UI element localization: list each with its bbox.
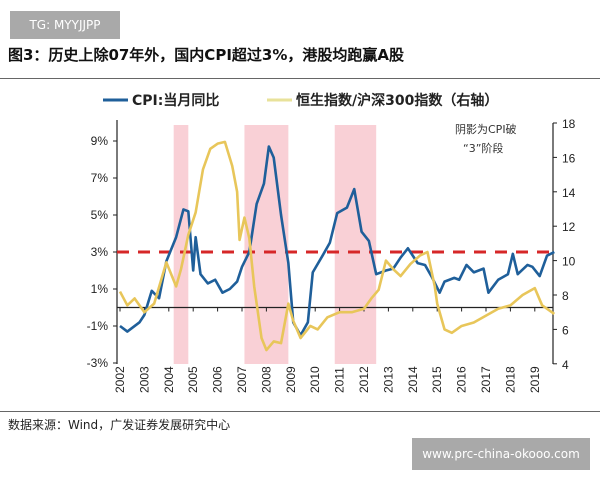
left-tick-label: -3% — [87, 356, 109, 370]
x-tick-label: 2002 — [113, 366, 127, 393]
x-tick-label: 2008 — [259, 366, 273, 393]
watermark-top: TG: MYYJJPP — [10, 11, 120, 39]
right-tick-label: 4 — [562, 358, 569, 372]
x-tick-label: 2007 — [235, 366, 249, 393]
x-tick-label: 2013 — [381, 366, 395, 393]
legend-label-ratio: 恒生指数/沪深300指数（右轴） — [296, 92, 498, 109]
chart-title: 图3：历史上除07年外，国内CPI超过3%，港股均跑赢A股 — [8, 46, 404, 64]
left-tick-label: 9% — [91, 134, 109, 148]
right-tick-label: 6 — [562, 323, 569, 337]
source-note: 数据来源：Wind，广发证券发展研究中心 — [8, 418, 231, 432]
left-tick-label: -1% — [87, 319, 109, 333]
x-tick-label: 2016 — [455, 366, 469, 393]
title-divider — [0, 78, 600, 79]
x-tick-label: 2006 — [211, 366, 225, 393]
right-tick-label: 8 — [562, 289, 569, 303]
annotation-line-1: 阴影为CPI破 — [455, 122, 517, 136]
x-tick-label: 2003 — [137, 366, 151, 393]
x-tick-label: 2014 — [406, 366, 420, 393]
left-tick-label: 7% — [91, 171, 109, 185]
annotation-line-2: “3”阶段 — [463, 141, 503, 155]
x-tick-label: 2005 — [186, 366, 200, 393]
right-tick-label: 12 — [562, 220, 576, 234]
series-line-cpi — [119, 145, 555, 337]
x-tick-label: 2009 — [284, 366, 298, 393]
x-tick-label: 2017 — [479, 366, 493, 393]
right-tick-label: 18 — [562, 117, 576, 131]
x-tick-label: 2010 — [308, 366, 322, 393]
x-tick-label: 2004 — [162, 366, 176, 393]
watermark-bottom: www.prc-china-okooo.com — [412, 438, 590, 470]
x-tick-label: 2011 — [333, 367, 347, 393]
x-tick-label: 2012 — [357, 366, 371, 393]
footer-divider — [0, 411, 600, 412]
left-tick-label: 5% — [91, 208, 109, 222]
legend-label-cpi: CPI:当月同比 — [132, 92, 219, 109]
right-tick-label: 14 — [562, 186, 576, 200]
legend: CPI:当月同比 恒生指数/沪深300指数（右轴） — [103, 92, 498, 109]
right-tick-label: 16 — [562, 151, 576, 165]
x-tick-label: 2018 — [503, 366, 517, 393]
x-tick-label: 2015 — [430, 366, 444, 393]
right-tick-label: 10 — [562, 255, 576, 269]
shaded-period-0 — [173, 125, 189, 364]
series-line-ratio — [118, 140, 556, 352]
left-tick-label: 1% — [91, 282, 109, 296]
x-tick-label: 2019 — [528, 366, 542, 393]
chart: -3% -1% 1% 3% 5% 7% 9% 4 6 8 10 12 14 16 18 2002 2003 200… — [87, 92, 576, 393]
left-tick-label: 3% — [91, 245, 109, 259]
